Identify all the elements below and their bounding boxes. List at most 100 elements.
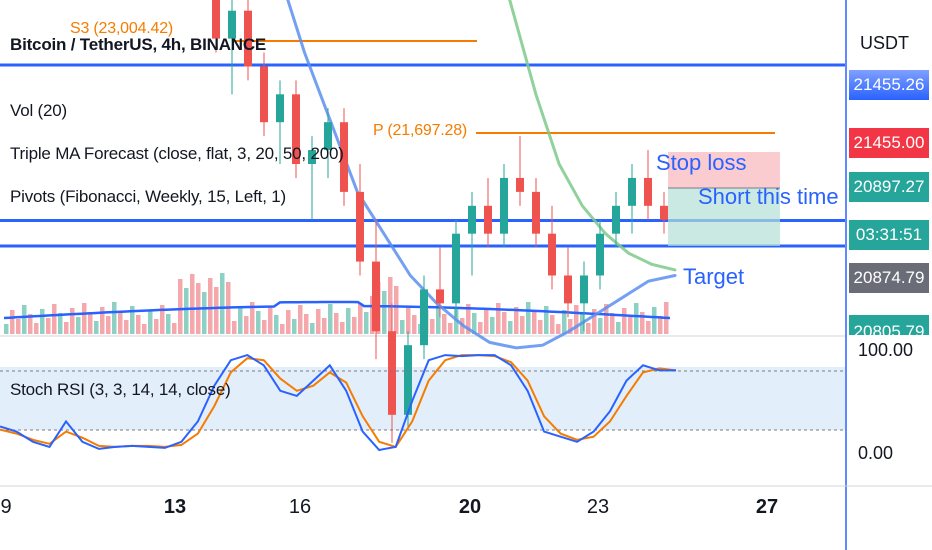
volume-bar [34, 323, 39, 334]
candle-body [564, 275, 572, 304]
short-label: Short this time [698, 184, 839, 209]
volume-bar [40, 309, 45, 334]
candle-body [484, 205, 492, 234]
volume-bar [496, 303, 501, 334]
stoch-rsi-legend[interactable]: Stoch RSI (3, 3, 14, 14, close) [10, 380, 231, 399]
volume-bar [148, 310, 153, 334]
volume-bar [544, 306, 549, 334]
volume-bar [142, 324, 147, 334]
volume-bar [394, 286, 399, 334]
volume-bar [322, 318, 327, 334]
volume-bar [400, 320, 405, 334]
pivot-s3-label: S3 (23,004.42) [70, 20, 174, 37]
volume-bar [28, 314, 33, 334]
volume-bar [136, 315, 141, 334]
volume-bar [64, 322, 69, 334]
volume-bar [94, 321, 99, 334]
candle-body [324, 122, 332, 151]
volume-bar [82, 303, 87, 334]
volume-bar [466, 304, 471, 334]
volume-bar [268, 306, 273, 334]
volume-bar [592, 309, 597, 334]
candle-body [212, 0, 220, 39]
volume-bar [340, 322, 345, 334]
volume-bar [52, 304, 57, 334]
volume-bar [22, 305, 27, 334]
volume-bar [118, 311, 123, 334]
volume-bar [244, 316, 249, 334]
pivot-p-label: P (21,697.28) [373, 122, 468, 139]
x-tick-label: 23 [586, 496, 610, 518]
volume-bar [220, 273, 225, 334]
candle-body [356, 191, 364, 262]
candle-body [388, 331, 396, 415]
volume-bar [550, 315, 555, 334]
volume-bar [508, 321, 513, 334]
volume-bar [382, 291, 387, 334]
candle-body [404, 345, 412, 415]
volume-bar [58, 313, 63, 334]
volume-bar [598, 318, 603, 334]
candle-body [516, 177, 524, 192]
volume-bar [292, 319, 297, 334]
candle-body [436, 289, 444, 304]
candle-body [228, 10, 236, 39]
candle-body [548, 233, 556, 276]
volume-bar [586, 323, 591, 334]
volume-bar [274, 315, 279, 334]
volume-bar [310, 323, 315, 334]
volume-bar [574, 305, 579, 334]
volume-ma-line [3, 300, 671, 320]
volume-bar [4, 324, 9, 334]
price-tag-5: 20805.79 [849, 315, 929, 335]
pivots-legend[interactable]: Pivots (Fibonacci, Weekly, 15, Left, 1) [10, 187, 286, 206]
volume-bar [172, 323, 177, 334]
volume-bar [430, 319, 435, 334]
currency-label: USDT [860, 33, 909, 53]
volume-bar [178, 279, 183, 334]
price-tag-2: 21455.00 [849, 128, 929, 158]
volume-bar [532, 311, 537, 334]
volume-bar [112, 302, 117, 334]
volume-bar [442, 314, 447, 334]
price-tag-3: 20897.27 [849, 172, 929, 202]
volume-bar [160, 305, 165, 334]
triple-ma-legend[interactable]: Triple MA Forecast (close, flat, 3, 20, … [10, 144, 344, 163]
volume-bar [298, 305, 303, 334]
volume-bar [538, 320, 543, 334]
price-tag-4: 20874.79 [849, 263, 929, 293]
stoch-level-low: 0.00 [858, 443, 894, 463]
x-tick-label: 9 [0, 496, 12, 518]
volume-bar [556, 324, 561, 334]
volume-bar [10, 310, 15, 334]
candle-body [244, 10, 252, 67]
countdown-tag: 03:31:51 [849, 220, 929, 250]
stop-loss-label: Stop loss [656, 150, 747, 175]
candle-body [500, 177, 508, 234]
volume-bar [46, 318, 51, 334]
volume-bar [256, 311, 261, 334]
candle-body [596, 233, 604, 276]
volume-bar [568, 319, 573, 334]
volume-bar [184, 288, 189, 334]
volume-bar [130, 306, 135, 334]
volume-bar [286, 310, 291, 334]
volume-bar [238, 307, 243, 334]
candle-body [372, 261, 380, 332]
volume-bar [484, 308, 489, 334]
volume-bar [190, 274, 195, 334]
volume-bar [106, 316, 111, 334]
price-tag-1: 21455.26 [849, 70, 929, 100]
volume-bar [124, 320, 129, 334]
volume-bar [364, 312, 369, 334]
ma-green-line [508, 0, 677, 272]
x-tick-label: 16 [288, 496, 312, 518]
volume-bar [214, 287, 219, 334]
volume-bar [478, 322, 483, 334]
volume-bar [562, 310, 567, 334]
volume-legend[interactable]: Vol (20) [10, 101, 67, 120]
candle-body [340, 122, 348, 192]
volume-bar [502, 312, 507, 334]
volume-bar [490, 317, 495, 334]
